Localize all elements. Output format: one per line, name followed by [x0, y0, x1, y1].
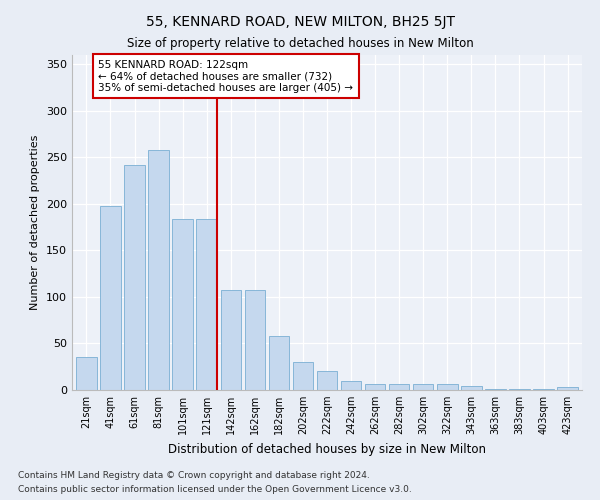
Bar — [245, 290, 265, 390]
Bar — [533, 389, 554, 390]
Bar — [124, 165, 145, 390]
Bar — [413, 384, 433, 390]
Text: Size of property relative to detached houses in New Milton: Size of property relative to detached ho… — [127, 38, 473, 51]
Y-axis label: Number of detached properties: Number of detached properties — [31, 135, 40, 310]
Bar — [365, 384, 385, 390]
Bar — [76, 358, 97, 390]
Bar — [148, 150, 169, 390]
Text: 55, KENNARD ROAD, NEW MILTON, BH25 5JT: 55, KENNARD ROAD, NEW MILTON, BH25 5JT — [146, 15, 455, 29]
Text: Contains public sector information licensed under the Open Government Licence v3: Contains public sector information licen… — [18, 486, 412, 494]
Bar — [317, 372, 337, 390]
Bar — [509, 389, 530, 390]
Bar — [557, 387, 578, 390]
Text: 55 KENNARD ROAD: 122sqm
← 64% of detached houses are smaller (732)
35% of semi-d: 55 KENNARD ROAD: 122sqm ← 64% of detache… — [98, 60, 353, 93]
Bar — [389, 384, 409, 390]
Bar — [293, 362, 313, 390]
Bar — [485, 389, 506, 390]
Bar — [221, 290, 241, 390]
Bar — [461, 386, 482, 390]
Bar — [341, 380, 361, 390]
Bar — [437, 384, 458, 390]
Text: Contains HM Land Registry data © Crown copyright and database right 2024.: Contains HM Land Registry data © Crown c… — [18, 470, 370, 480]
X-axis label: Distribution of detached houses by size in New Milton: Distribution of detached houses by size … — [168, 442, 486, 456]
Bar — [196, 219, 217, 390]
Bar — [269, 336, 289, 390]
Bar — [100, 206, 121, 390]
Bar — [172, 219, 193, 390]
